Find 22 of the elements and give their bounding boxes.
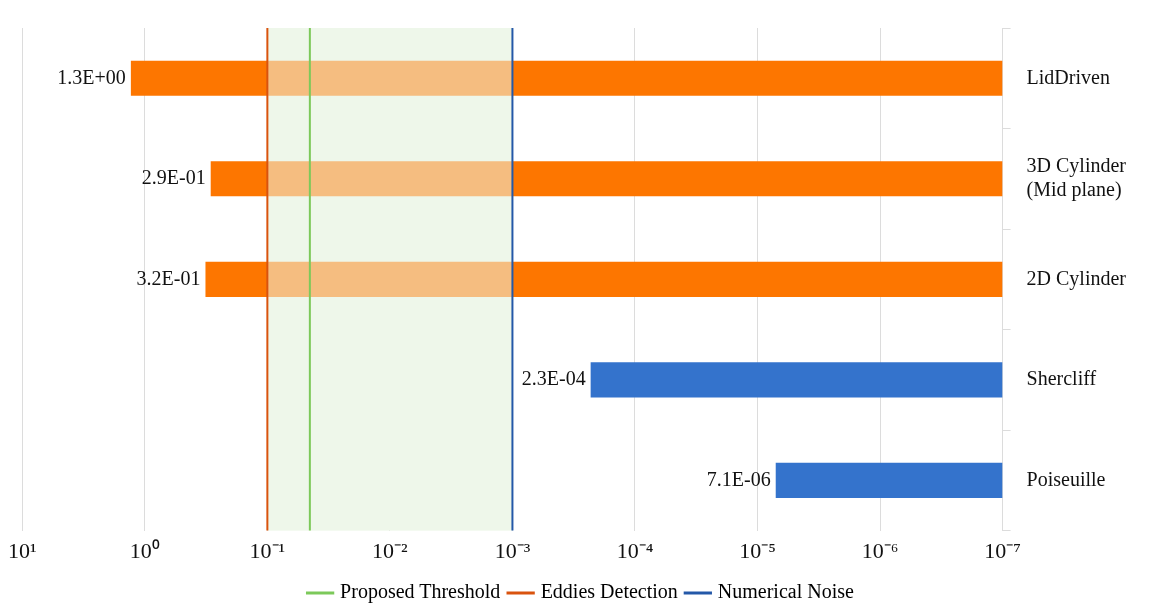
y-tick-label: LidDriven <box>1026 65 1110 88</box>
x-tick-label: 10⁻² <box>372 537 409 563</box>
y-tick-label: Poiseuille <box>1026 467 1106 490</box>
x-tick-label: 10⁻⁶ <box>861 537 899 563</box>
x-tick-label: 10⁰ <box>129 537 160 563</box>
data-label: 2.3E-04 <box>521 367 586 390</box>
x-tick-label: 10⁻⁷ <box>984 537 1021 563</box>
x-tick-label: 10¹ <box>7 537 37 563</box>
y-tick-label: Shercliff <box>1026 367 1097 390</box>
data-label: 3.2E-01 <box>136 266 201 289</box>
data-label: 2.9E-01 <box>141 166 206 189</box>
data-label: 7.1E-06 <box>706 467 771 490</box>
x-tick-label: 10⁻⁵ <box>739 537 776 563</box>
x-tick-label: 10⁻¹ <box>249 537 286 563</box>
x-tick-label: 10⁻⁴ <box>616 537 654 563</box>
y-tick-label: 3D Cylinder (Mid plane) <box>1026 154 1127 202</box>
y-tick-label: 2D Cylinder <box>1026 266 1127 290</box>
legend-label: Numerical Noise <box>717 580 855 603</box>
data-label: 1.3E+00 <box>57 65 126 88</box>
legend-label: Eddies Detection <box>540 580 678 603</box>
legend-label: Proposed Threshold <box>340 580 501 604</box>
x-tick-label: 10⁻³ <box>494 537 531 563</box>
